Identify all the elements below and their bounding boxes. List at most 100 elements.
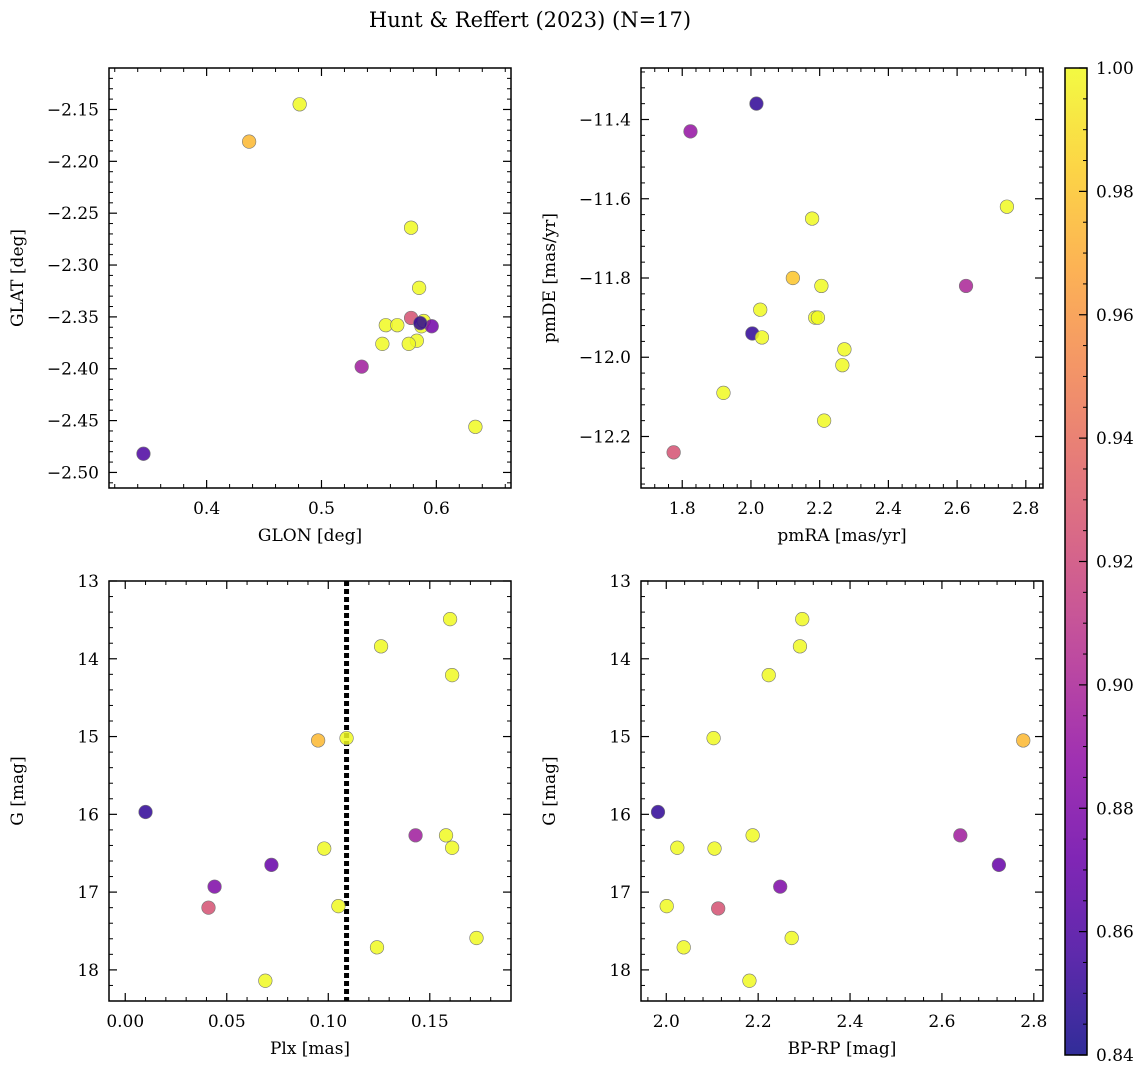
y-axis-label: G [mag] bbox=[8, 756, 28, 825]
data-point bbox=[670, 840, 685, 855]
scatter-panels: 0.4 0.5 0.6 −2.50 −2.45 −2.40 −2.35 −2.30 −2.25 −… bbox=[8, 67, 1047, 1059]
data-point bbox=[445, 668, 460, 683]
data-point bbox=[795, 612, 810, 627]
y-tick-label: −12.2 bbox=[579, 427, 631, 447]
data-point bbox=[785, 270, 800, 286]
x-axis-label: BP-RP [mag] bbox=[788, 1039, 897, 1059]
data-point bbox=[468, 419, 483, 434]
panel-plx-g: 0.00 0.05 0.10 0.15 13 14 15 16 17 18 Plx [mas] G [… bbox=[8, 572, 512, 1059]
x-tick-label: 2.0 bbox=[653, 1012, 680, 1032]
data-point bbox=[706, 731, 721, 746]
y-tick-label: 15 bbox=[609, 728, 631, 748]
y-tick-label: −11.8 bbox=[579, 269, 631, 289]
data-point bbox=[1016, 733, 1031, 748]
y-tick-label: 16 bbox=[77, 805, 99, 825]
x-tick-label: 2.8 bbox=[1012, 499, 1039, 519]
data-point bbox=[339, 731, 354, 746]
data-point bbox=[958, 278, 974, 294]
y-tick-label: 14 bbox=[77, 650, 99, 670]
data-point bbox=[753, 302, 768, 317]
data-point bbox=[773, 879, 788, 894]
axes-frame bbox=[640, 67, 1044, 489]
y-axis-label: GLAT [deg] bbox=[8, 229, 28, 327]
data-point bbox=[375, 336, 390, 351]
panel-glon-glat: 0.4 0.5 0.6 −2.50 −2.45 −2.40 −2.35 −2.30 −2.25 −… bbox=[8, 67, 512, 546]
x-tick-label: 0.05 bbox=[208, 1012, 246, 1032]
colorbar-tick-label: 0.92 bbox=[1096, 553, 1134, 573]
y-tick-label: −11.6 bbox=[579, 190, 631, 210]
colorbar: 0.84 0.86 0.88 0.90 0.92 0.94 0.96 0.98 1.00 bbox=[1064, 59, 1134, 1066]
y-tick-label: −2.20 bbox=[47, 152, 99, 172]
x-tick-label: 1.8 bbox=[669, 499, 696, 519]
y-tick-label: −2.25 bbox=[47, 204, 99, 224]
colorbar-tick-label: 0.88 bbox=[1096, 799, 1134, 819]
data-point bbox=[749, 96, 764, 111]
data-point bbox=[258, 973, 273, 988]
data-point bbox=[650, 804, 666, 820]
data-point bbox=[999, 199, 1015, 214]
y-tick-label: 18 bbox=[609, 961, 631, 981]
data-point bbox=[401, 336, 416, 351]
data-point bbox=[264, 857, 279, 872]
colorbar-tick-label: 0.90 bbox=[1096, 676, 1134, 696]
data-point bbox=[390, 318, 405, 333]
y-tick-label: 13 bbox=[609, 572, 631, 592]
data-point bbox=[369, 940, 385, 955]
data-point bbox=[837, 342, 852, 357]
y-tick-label: 13 bbox=[77, 572, 99, 592]
x-axis-label: Plx [mas] bbox=[270, 1039, 350, 1059]
y-tick-label: −2.40 bbox=[47, 360, 99, 380]
x-tick-label: 2.2 bbox=[745, 1012, 772, 1032]
y-tick-label: −2.45 bbox=[47, 412, 99, 432]
data-point bbox=[659, 899, 674, 914]
y-tick-label: −2.30 bbox=[47, 256, 99, 276]
data-point bbox=[311, 733, 326, 748]
data-point bbox=[666, 445, 681, 460]
data-point bbox=[991, 857, 1006, 872]
data-point bbox=[792, 639, 808, 654]
colorbar-tick-label: 0.98 bbox=[1096, 182, 1134, 202]
data-point bbox=[136, 446, 151, 461]
data-point bbox=[835, 358, 850, 373]
x-tick-label: 0.15 bbox=[411, 1012, 449, 1032]
data-point bbox=[810, 310, 826, 325]
data-point bbox=[805, 211, 820, 226]
data-point bbox=[814, 278, 829, 294]
x-tick-label: 2.6 bbox=[944, 499, 971, 519]
data-point bbox=[373, 639, 389, 654]
data-point bbox=[745, 828, 760, 843]
data-point bbox=[953, 828, 968, 843]
x-tick-label: 2.4 bbox=[837, 1012, 864, 1032]
data-point bbox=[445, 840, 460, 855]
colorbar-tick-label: 0.94 bbox=[1096, 429, 1134, 449]
data-point bbox=[442, 612, 458, 627]
data-point bbox=[817, 413, 832, 428]
y-tick-label: 18 bbox=[77, 961, 99, 981]
data-point bbox=[292, 97, 307, 112]
colorbar-tick-label: 1.00 bbox=[1096, 59, 1134, 79]
x-tick-label: 2.2 bbox=[806, 499, 833, 519]
data-point bbox=[784, 930, 799, 946]
data-point bbox=[438, 828, 454, 843]
data-point bbox=[761, 668, 776, 683]
y-tick-label: −2.15 bbox=[47, 100, 99, 120]
data-point bbox=[716, 385, 731, 401]
x-tick-label: 0.6 bbox=[423, 499, 450, 519]
x-tick-label: 0.00 bbox=[106, 1012, 144, 1032]
data-point bbox=[469, 930, 484, 946]
colorbar-tick-label: 0.86 bbox=[1096, 923, 1134, 943]
y-tick-label: 14 bbox=[609, 650, 631, 670]
x-tick-label: 2.6 bbox=[928, 1012, 955, 1032]
data-point bbox=[207, 879, 222, 894]
y-tick-label: −12.0 bbox=[579, 348, 631, 368]
axes-frame bbox=[640, 580, 1044, 1002]
data-point bbox=[711, 901, 726, 916]
data-point bbox=[412, 280, 427, 295]
y-axis-label: G [mag] bbox=[540, 756, 560, 825]
colorbar-tick-label: 0.84 bbox=[1096, 1046, 1134, 1066]
data-point bbox=[317, 841, 332, 856]
y-tick-label: −2.50 bbox=[47, 463, 99, 483]
x-tick-label: 2.4 bbox=[875, 499, 902, 519]
x-tick-label: 0.4 bbox=[193, 499, 220, 519]
data-point bbox=[754, 330, 770, 345]
